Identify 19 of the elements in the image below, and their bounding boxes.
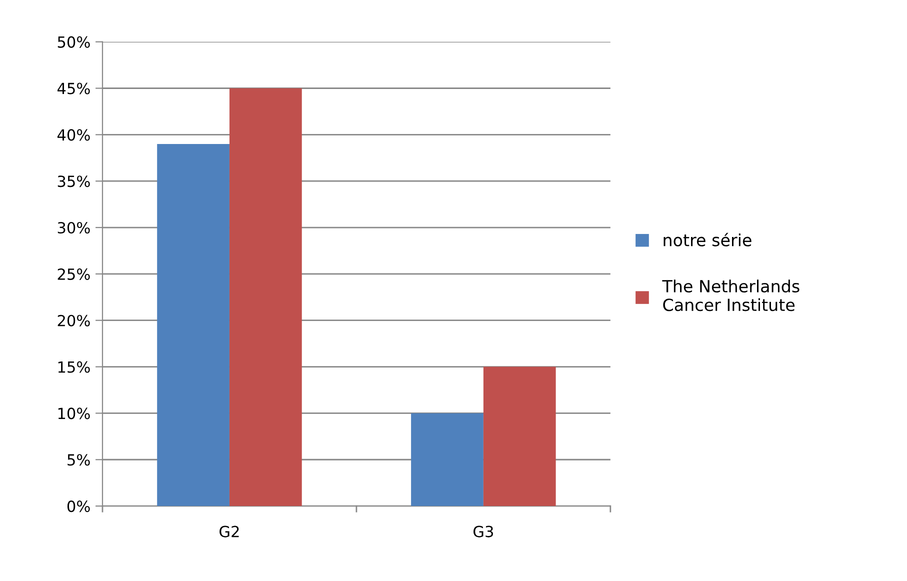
y-tick-label: 20%: [58, 314, 90, 326]
y-tick-label: 25%: [58, 268, 90, 280]
legend-label: The Netherlands Cancer Institute: [662, 280, 800, 312]
y-tick-label: 0%: [67, 500, 90, 512]
y-tick-label: 45%: [57, 82, 90, 94]
bar: [411, 413, 484, 506]
y-tick-label: 40%: [57, 129, 90, 141]
bar: [483, 366, 556, 506]
y-tick-label: 10%: [58, 408, 90, 420]
y-tick-label: 5%: [68, 454, 90, 466]
y-tick-label: 15%: [58, 361, 90, 373]
x-tick-label: G3: [474, 526, 493, 538]
y-tick-label: 35%: [58, 176, 90, 188]
bar: [229, 88, 302, 506]
bar: [157, 144, 230, 506]
y-tick-label: 30%: [58, 222, 90, 234]
legend-label: notre série: [664, 232, 752, 246]
y-tick-label: 50%: [58, 36, 90, 48]
x-tick-label: G2: [220, 526, 239, 538]
